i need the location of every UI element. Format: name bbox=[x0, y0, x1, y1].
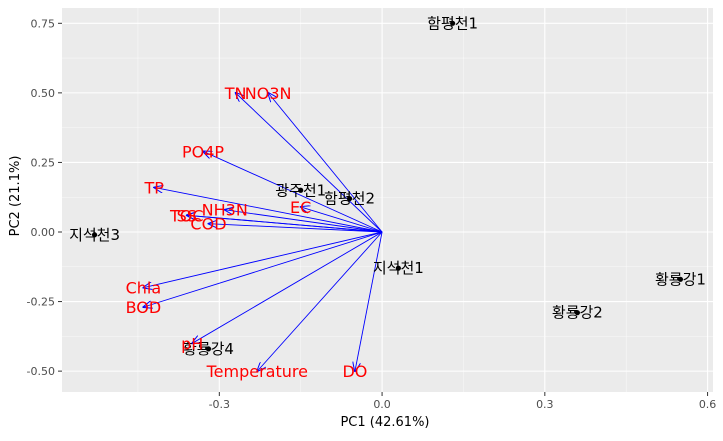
y-axis: 0.75 0.50 0.25 0.00 -0.25 -0.50 bbox=[27, 17, 62, 378]
sample-label: 함평천1 bbox=[427, 14, 478, 32]
loading-label-no3n: NO3N bbox=[245, 84, 292, 103]
loading-arrow-ph bbox=[192, 231, 383, 343]
loading-arrow-bod bbox=[143, 231, 383, 307]
loading-label-tn: TN bbox=[224, 84, 247, 103]
x-axis-title: PC1 (42.61%) bbox=[340, 415, 429, 430]
loading-label-chla: Chla bbox=[126, 279, 162, 298]
y-tick-label: 0.50 bbox=[31, 87, 56, 100]
y-tick-label: -0.25 bbox=[27, 296, 55, 309]
x-tick-label: 0.6 bbox=[699, 398, 717, 411]
x-tick-label: -0.3 bbox=[209, 398, 230, 411]
y-tick-label: -0.50 bbox=[27, 365, 55, 378]
loading-arrow-temperature bbox=[257, 231, 383, 371]
sample-label: 황룡강2 bbox=[552, 304, 603, 322]
sample-point bbox=[395, 265, 401, 271]
loading-arrow-ss bbox=[187, 215, 383, 233]
sample-point bbox=[205, 346, 212, 352]
loading-arrow-nh3n bbox=[225, 210, 383, 233]
loading-arrow-tn bbox=[236, 93, 383, 233]
loading-arrow-cod bbox=[208, 224, 383, 233]
loading-label-po4p: PO4P bbox=[182, 142, 224, 161]
loading-label-toc: TOC bbox=[169, 206, 204, 225]
loading-label-cod: COD bbox=[190, 215, 226, 234]
loading-arrow-ec bbox=[301, 207, 383, 233]
loading-arrow-do bbox=[355, 231, 383, 371]
sample-point bbox=[450, 20, 456, 26]
plot-panel bbox=[62, 8, 713, 392]
sample-label: 지석천3 bbox=[69, 226, 120, 244]
y-axis-title: PC2 (21.1%) bbox=[8, 156, 23, 237]
grid-major bbox=[62, 8, 713, 392]
sample-point bbox=[298, 187, 304, 193]
loading-label-do: DO bbox=[342, 362, 367, 381]
loading-label-ph: pH bbox=[181, 334, 203, 353]
loading-label-temperature: Temperature bbox=[206, 362, 308, 381]
y-tick-label: 0.00 bbox=[31, 226, 56, 239]
y-tick-label: 0.75 bbox=[31, 17, 56, 30]
x-axis: -0.3 0.0 0.3 0.6 bbox=[209, 392, 717, 411]
grid-minor bbox=[62, 8, 713, 392]
sample-label: 함평천2 bbox=[324, 190, 375, 208]
sample-label: 광주천1 bbox=[275, 181, 326, 199]
loading-arrow-chla bbox=[143, 231, 383, 288]
loading-label-bod: BOD bbox=[126, 298, 162, 317]
loading-label-nh3n: NH3N bbox=[202, 201, 248, 220]
sample-points bbox=[91, 20, 684, 352]
loading-arrow-no3n bbox=[268, 93, 383, 233]
x-tick-label: 0.0 bbox=[373, 398, 391, 411]
y-tick-label: 0.25 bbox=[31, 156, 56, 169]
sample-label: 황룡강1 bbox=[655, 270, 706, 288]
loading-label-ss: SS bbox=[177, 206, 197, 225]
loading-arrows bbox=[143, 93, 383, 371]
loading-arrow-tp bbox=[154, 187, 383, 233]
sample-point bbox=[677, 276, 684, 282]
loading-label-ec: EC bbox=[290, 198, 311, 217]
x-tick-label: 0.3 bbox=[536, 398, 554, 411]
sample-label: 지석천1 bbox=[373, 259, 424, 277]
loading-label-tp: TP bbox=[144, 178, 165, 197]
sample-point bbox=[346, 196, 353, 202]
sample-point bbox=[574, 310, 580, 316]
sample-label: 황룡강4 bbox=[183, 340, 234, 358]
loading-arrow-po4p bbox=[203, 151, 383, 233]
sample-point bbox=[91, 232, 98, 238]
